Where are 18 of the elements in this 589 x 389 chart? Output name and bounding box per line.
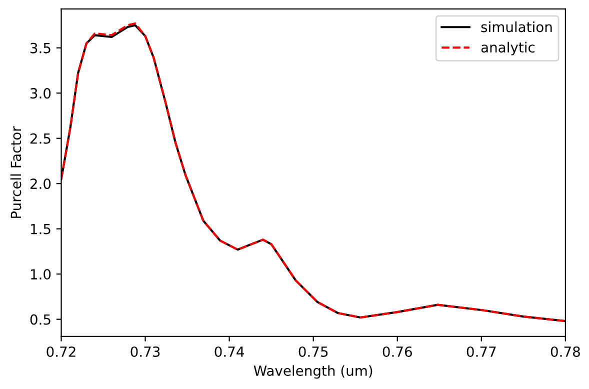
- y-tick-label: 2.0: [30, 178, 51, 190]
- x-tick-label: 0.76: [382, 346, 412, 357]
- y-tick-label: 0.5: [30, 314, 50, 325]
- x-tick-label: 0.77: [466, 346, 496, 357]
- y-tick-label: 3.5: [30, 42, 50, 54]
- y-tick-label: 3.0: [30, 88, 51, 99]
- x-tick-label: 0.72: [46, 346, 76, 357]
- y-tick-label: 2.5: [30, 133, 50, 144]
- y-axis-title: Purcell Factor: [10, 126, 22, 218]
- x-tick-label: 0.78: [550, 346, 580, 357]
- x-tick-label: 0.74: [214, 346, 244, 357]
- legend-label: analytic: [481, 42, 535, 56]
- x-axis-title: Wavelength (um): [254, 365, 372, 379]
- y-tick-label: 1.0: [30, 269, 51, 280]
- x-tick-label: 0.75: [298, 346, 328, 357]
- y-tick-label: 1.5: [30, 224, 50, 234]
- legend-label: simulation: [481, 21, 552, 32]
- x-tick-label: 0.73: [130, 346, 160, 357]
